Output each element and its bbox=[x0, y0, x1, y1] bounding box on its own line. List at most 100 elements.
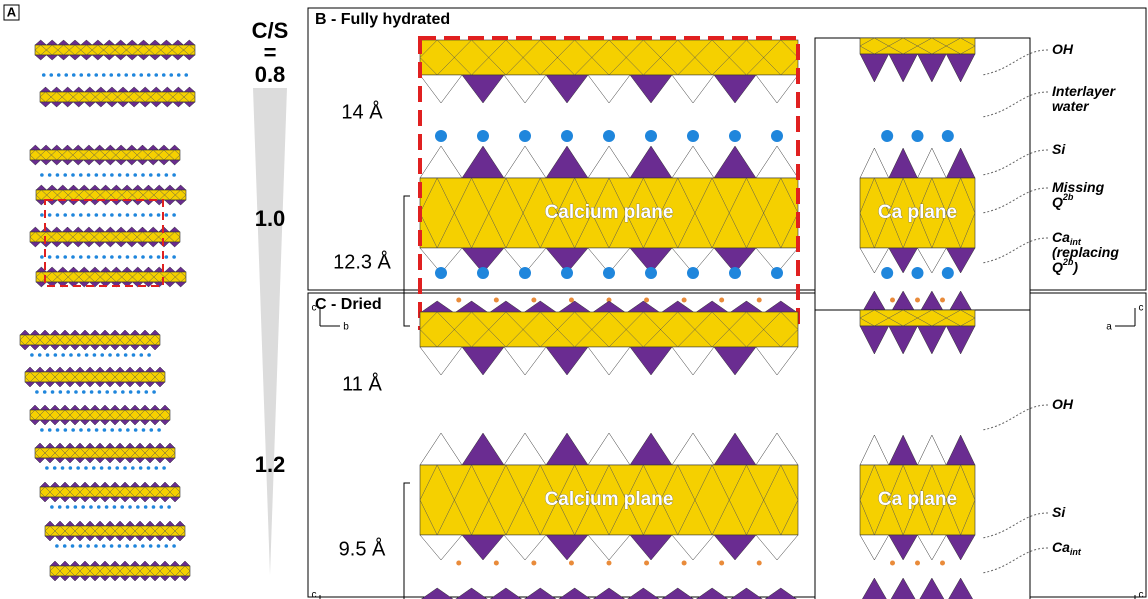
water bbox=[81, 505, 85, 509]
silicate-tetrahedron bbox=[64, 457, 76, 464]
silicate-tetrahedron bbox=[127, 86, 141, 93]
interlayer-calcium bbox=[681, 560, 687, 566]
silicate-tetrahedron bbox=[99, 481, 111, 488]
silicate-tetrahedron bbox=[917, 53, 947, 83]
water bbox=[55, 173, 60, 177]
silicate-tetrahedron bbox=[69, 560, 81, 567]
axis-arrow bbox=[1115, 308, 1136, 327]
layer-pattern bbox=[29, 231, 181, 243]
water bbox=[169, 73, 174, 77]
axis-label: b bbox=[343, 322, 349, 333]
panel-c-frame bbox=[307, 292, 1147, 598]
silicate-tetrahedron bbox=[114, 39, 128, 46]
silicate-tetrahedron bbox=[44, 381, 56, 388]
plane-label: Ca plane bbox=[878, 489, 957, 510]
silicate-tetrahedron bbox=[627, 587, 660, 599]
water bbox=[55, 428, 60, 432]
silicate-tetrahedron bbox=[138, 86, 152, 93]
silicate-tetrahedron bbox=[82, 241, 95, 248]
annotation-part: 2b bbox=[1062, 192, 1074, 202]
silicate-tetrahedron bbox=[109, 329, 121, 336]
water bbox=[131, 353, 136, 357]
water bbox=[435, 130, 447, 142]
water bbox=[92, 353, 97, 357]
silicate-tetrahedron bbox=[149, 481, 161, 488]
silicate-tetrahedron bbox=[39, 496, 51, 503]
silicate-tetrahedron bbox=[545, 432, 589, 466]
silicate-tetrahedron bbox=[171, 54, 185, 61]
silicate-tetrahedron bbox=[461, 145, 505, 179]
water bbox=[603, 267, 615, 279]
silicate-tetrahedron bbox=[50, 101, 63, 108]
silicate-tetrahedron bbox=[125, 144, 138, 151]
silicate-tetrahedron bbox=[79, 496, 91, 503]
silicate-tetrahedron bbox=[39, 101, 52, 108]
annotation-part: Si bbox=[1052, 504, 1066, 520]
water bbox=[99, 466, 104, 470]
water bbox=[141, 544, 145, 548]
silicate-tetrahedron bbox=[150, 101, 163, 108]
silicate-tetrahedron bbox=[49, 496, 61, 503]
silicate-tetrahedron bbox=[138, 101, 152, 108]
silicate-tetrahedron bbox=[174, 535, 186, 542]
water bbox=[172, 213, 176, 217]
silicate-tetrahedron bbox=[859, 53, 890, 83]
silicate-tetrahedron bbox=[99, 344, 111, 351]
silicate-tetrahedron bbox=[945, 53, 976, 83]
silicate-tetrahedron bbox=[89, 481, 101, 488]
water bbox=[152, 390, 156, 394]
leader-line bbox=[981, 237, 1049, 264]
interlayer-calcium bbox=[606, 297, 612, 303]
silicate-tetrahedron bbox=[671, 534, 715, 561]
silicate-tetrahedron bbox=[119, 575, 131, 582]
silicate-tetrahedron bbox=[169, 575, 181, 582]
silicate-tetrahedron bbox=[172, 101, 185, 108]
silicate-tetrahedron bbox=[168, 226, 181, 233]
water bbox=[941, 267, 954, 279]
silicate-tetrahedron bbox=[44, 442, 56, 449]
axis-label: c bbox=[1139, 590, 1144, 599]
water bbox=[687, 267, 699, 279]
silicate-tetrahedron bbox=[104, 457, 116, 464]
silicate-tetrahedron bbox=[764, 587, 798, 599]
silicate-tetrahedron bbox=[661, 587, 694, 599]
silicate-tetrahedron bbox=[49, 481, 61, 488]
water bbox=[56, 73, 61, 77]
silicate-tetrahedron bbox=[39, 404, 51, 411]
silicate-tetrahedron bbox=[68, 54, 82, 61]
water bbox=[123, 466, 127, 470]
silicate-tetrahedron bbox=[671, 247, 715, 274]
silicate-tetrahedron bbox=[40, 159, 53, 166]
silicate-tetrahedron bbox=[109, 344, 121, 351]
silicate-tetrahedron bbox=[93, 144, 106, 151]
silicate-tetrahedron bbox=[147, 226, 160, 233]
silicate-tetrahedron bbox=[629, 346, 673, 376]
silicate-tetrahedron bbox=[558, 587, 591, 599]
water bbox=[159, 505, 164, 509]
silicate-tetrahedron bbox=[713, 74, 757, 104]
cs-equals: = bbox=[264, 40, 277, 65]
silicate-tetrahedron bbox=[104, 366, 116, 373]
water bbox=[139, 353, 144, 357]
silicate-tetrahedron bbox=[74, 535, 86, 542]
silicate-tetrahedron bbox=[67, 281, 80, 288]
silicate-tetrahedron bbox=[139, 560, 151, 567]
water bbox=[149, 428, 154, 432]
panel-b-frame bbox=[307, 7, 1147, 291]
ratio: 1.0 bbox=[255, 206, 286, 231]
silicate-tetrahedron bbox=[144, 457, 156, 464]
silicate-tetrahedron bbox=[124, 520, 136, 527]
water bbox=[167, 505, 171, 509]
water bbox=[55, 255, 60, 259]
annotation-part: OH bbox=[1052, 396, 1074, 412]
annotation: Caint bbox=[1052, 539, 1082, 558]
silicate-tetrahedron bbox=[67, 184, 80, 191]
layer-pattern bbox=[49, 565, 191, 577]
silicate-tetrahedron bbox=[888, 534, 918, 561]
interlayer-calcium bbox=[756, 297, 762, 303]
water bbox=[146, 466, 151, 470]
silicate-tetrahedron bbox=[114, 457, 126, 464]
water bbox=[154, 466, 159, 470]
panel-title: C - Dried bbox=[315, 296, 382, 313]
silicate-tetrahedron bbox=[61, 101, 74, 108]
